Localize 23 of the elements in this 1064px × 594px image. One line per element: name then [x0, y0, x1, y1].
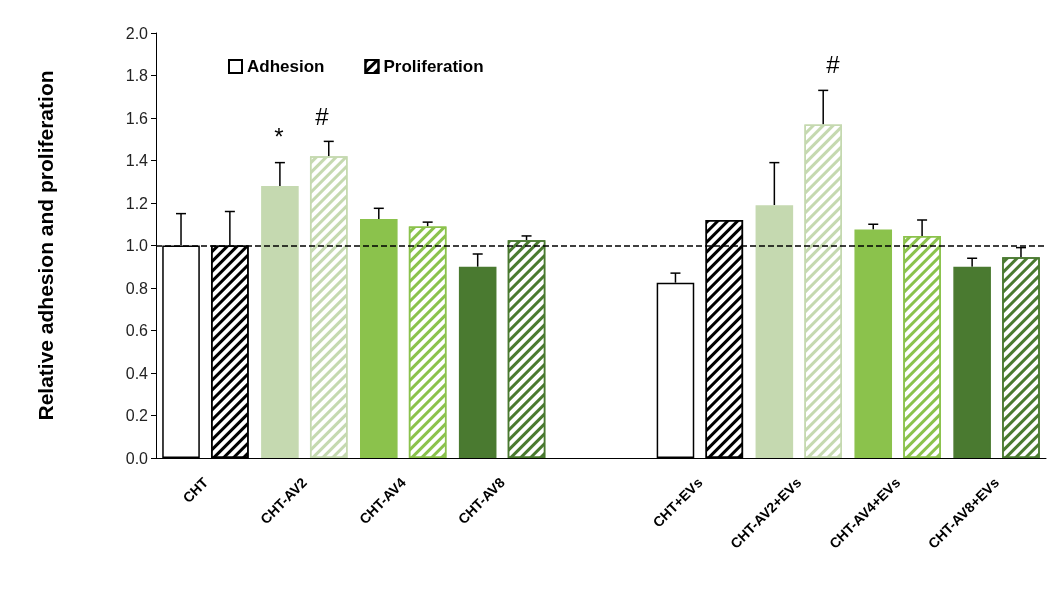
- y-tick-label: 1.8: [125, 67, 149, 84]
- y-tick-label: 1.2: [125, 194, 149, 212]
- bar: [261, 186, 299, 458]
- y-tick-label: 0.6: [125, 322, 149, 339]
- bar: [953, 266, 991, 458]
- y-tick-label: 0.8: [125, 279, 149, 297]
- bar: [360, 218, 398, 458]
- y-tick-label: 1.6: [125, 109, 149, 127]
- y-tick-label: 0.0: [125, 449, 149, 467]
- bar: [458, 266, 497, 458]
- y-tick-label: 1.0: [125, 237, 149, 254]
- y-tick-label: 0.4: [125, 364, 149, 382]
- bar: [755, 205, 794, 458]
- legend-label: Proliferation: [383, 57, 484, 76]
- bar: [854, 229, 893, 458]
- y-tick-label: 2.0: [125, 24, 149, 42]
- y-tick-label: 0.2: [125, 407, 149, 424]
- annotation: #: [315, 102, 330, 130]
- legend-label: Adhesion: [247, 57, 325, 76]
- annotation: #: [826, 50, 841, 78]
- y-tick-label: 1.4: [125, 152, 149, 169]
- y-axis-title: Relative adhesion and proliferation: [34, 70, 57, 421]
- annotation: *: [274, 122, 284, 150]
